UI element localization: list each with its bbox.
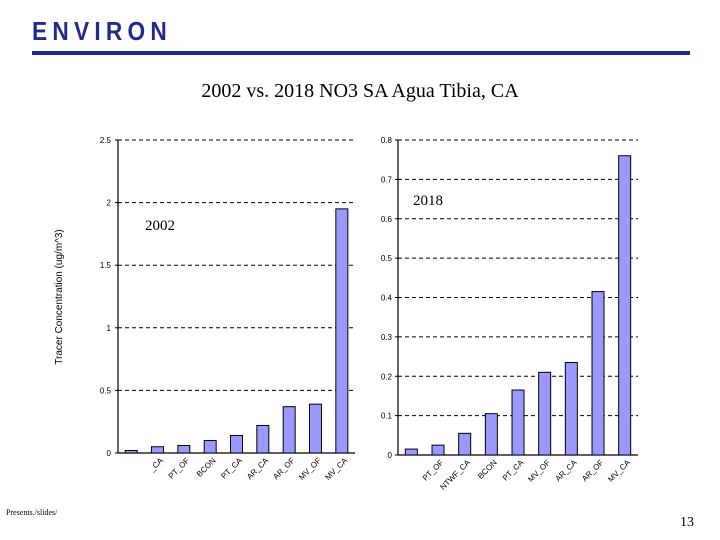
x-tick-label: AR_CA	[554, 458, 580, 484]
header-rule	[32, 51, 690, 55]
x-tick-label: AR_OF	[580, 458, 605, 483]
panel-label: 2002	[145, 218, 175, 234]
y-axis-label: Tracer Concentration (ug/m^3)	[54, 229, 65, 364]
y-tick-label: 0.5	[100, 386, 112, 395]
x-tick-label: PT_OF	[167, 456, 192, 481]
bar	[404, 448, 418, 456]
bar	[511, 389, 525, 456]
bar	[458, 432, 472, 456]
x-tick-label: PT_CA	[219, 456, 244, 481]
bar	[618, 155, 632, 456]
y-tick-label: 1.5	[100, 261, 112, 270]
y-tick-label: 0.4	[381, 294, 393, 303]
x-tick-label: AR_CA	[245, 456, 271, 482]
y-tick-label: 0.6	[381, 215, 393, 224]
y-tick-label: 0	[107, 449, 112, 458]
y-tick-label: 2	[107, 199, 112, 208]
panel-label: 2018	[413, 193, 443, 209]
y-tick-label: 0.8	[381, 136, 393, 145]
y-tick-label: 0.5	[381, 254, 393, 263]
x-tick-label: AR_OF	[271, 456, 296, 481]
bar	[538, 371, 552, 456]
bar	[230, 434, 243, 454]
x-tick-label: PT_OF	[421, 458, 446, 483]
y-tick-label: 0.7	[381, 175, 393, 184]
page-number: 13	[680, 515, 694, 530]
bar	[431, 444, 445, 456]
x-tick-label: BCON	[476, 458, 499, 481]
x-tick-label: _CA	[147, 456, 166, 475]
page-title: 2002 vs. 2018 NO3 SA Agua Tibia, CA	[201, 80, 519, 102]
bar	[203, 439, 217, 454]
bar	[335, 208, 349, 454]
bar	[309, 403, 322, 454]
environ-logo: ENVIRON	[32, 16, 172, 44]
x-tick-label: MV_CA	[606, 458, 632, 484]
y-tick-label: 0.1	[381, 412, 393, 421]
logo-text: ENVIRON	[32, 16, 172, 44]
bar	[282, 406, 296, 454]
y-tick-label: 0.2	[381, 372, 393, 381]
bar	[124, 449, 138, 454]
y-tick-label: 1	[107, 324, 112, 333]
y-tick-label: 2.5	[100, 136, 112, 145]
x-tick-label: PT_CA	[501, 458, 526, 483]
bar	[564, 361, 578, 456]
y-tick-label: 0.3	[381, 333, 393, 342]
x-tick-label: BCON	[195, 456, 218, 479]
bar	[256, 424, 270, 454]
bar	[177, 444, 191, 454]
bar	[151, 446, 164, 454]
x-tick-label: MV_OF	[526, 458, 552, 484]
bar	[484, 413, 498, 456]
bar	[591, 291, 605, 456]
x-tick-label: MV_CA	[323, 456, 349, 482]
x-tick-label: MV_OF	[297, 456, 323, 482]
footer-path: Presents./slides/	[6, 508, 58, 517]
y-tick-label: 0	[388, 451, 393, 460]
